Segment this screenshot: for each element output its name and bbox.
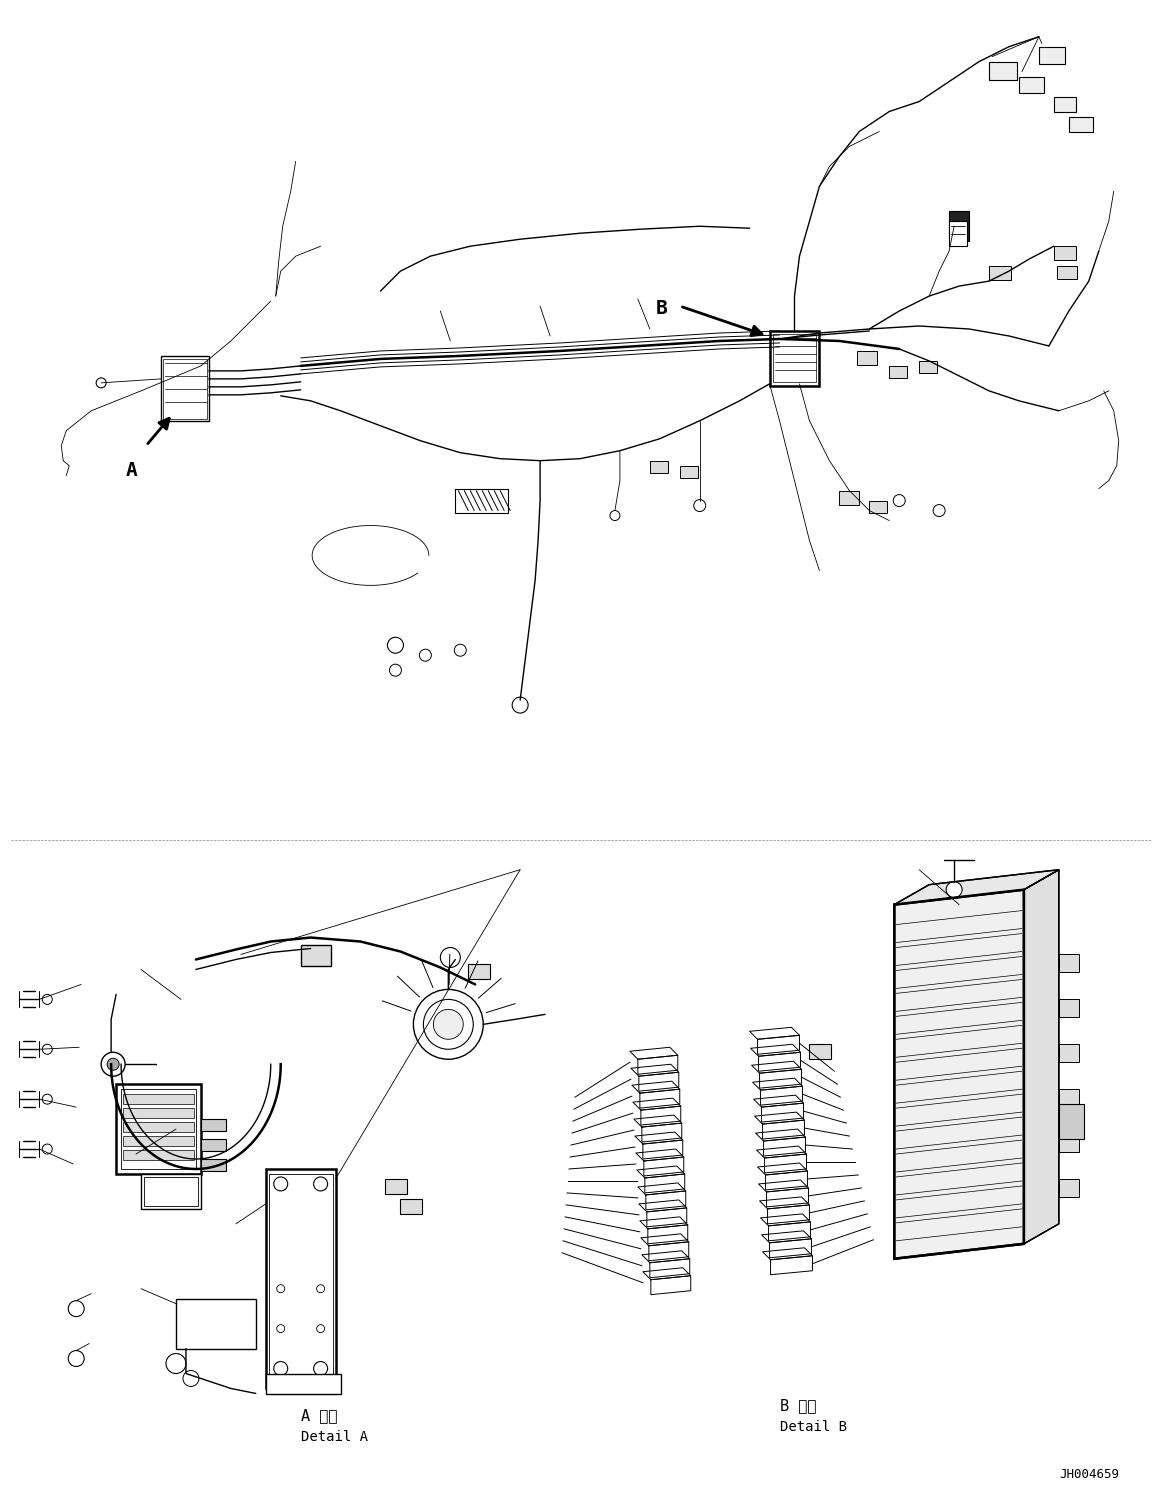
Bar	[890, 366, 907, 378]
Circle shape	[97, 378, 106, 388]
Circle shape	[609, 510, 620, 521]
Bar	[1057, 266, 1077, 280]
Circle shape	[316, 1284, 324, 1293]
Text: A: A	[126, 461, 137, 479]
Text: B 詳細: B 詳細	[779, 1399, 816, 1414]
Circle shape	[69, 1351, 84, 1366]
Polygon shape	[1023, 869, 1058, 1244]
Bar	[266, 1375, 341, 1394]
Circle shape	[107, 1058, 119, 1070]
Bar	[385, 1178, 407, 1193]
Text: Detail A: Detail A	[301, 1430, 368, 1445]
Circle shape	[947, 882, 962, 897]
Circle shape	[273, 1177, 287, 1190]
Bar	[1039, 46, 1065, 64]
Bar	[949, 211, 969, 241]
Bar	[1058, 1134, 1079, 1152]
Bar	[123, 1150, 194, 1161]
Bar	[1058, 954, 1079, 973]
Polygon shape	[894, 869, 1058, 905]
Circle shape	[512, 696, 528, 713]
Circle shape	[314, 1362, 328, 1375]
Bar	[679, 466, 698, 478]
Bar	[160, 356, 209, 421]
Circle shape	[314, 1177, 328, 1190]
Bar	[772, 333, 816, 382]
Circle shape	[183, 1370, 199, 1387]
Bar	[1054, 246, 1076, 260]
Circle shape	[933, 504, 946, 516]
Text: A 詳細: A 詳細	[301, 1409, 337, 1424]
Bar	[1019, 76, 1044, 92]
Bar	[1058, 1000, 1079, 1018]
Bar	[176, 1299, 256, 1348]
Circle shape	[277, 1324, 285, 1333]
Bar	[400, 1199, 422, 1214]
Bar	[123, 1109, 194, 1117]
Text: B: B	[656, 299, 668, 318]
Bar	[989, 61, 1016, 79]
Bar	[144, 1177, 198, 1205]
Bar	[1058, 1178, 1079, 1196]
Circle shape	[42, 1094, 52, 1104]
Bar	[809, 1045, 832, 1059]
Bar	[201, 1119, 226, 1131]
Bar	[857, 351, 877, 365]
Bar	[269, 1174, 333, 1384]
Bar	[123, 1094, 194, 1104]
Bar	[123, 1135, 194, 1146]
Circle shape	[893, 494, 905, 506]
Circle shape	[42, 994, 52, 1004]
Bar	[869, 500, 887, 512]
Bar	[949, 222, 968, 246]
Circle shape	[390, 664, 401, 676]
Bar	[919, 362, 937, 373]
Bar	[201, 1159, 226, 1171]
Circle shape	[101, 1052, 126, 1076]
Bar	[989, 266, 1011, 280]
Circle shape	[387, 637, 404, 653]
Circle shape	[42, 1144, 52, 1155]
Circle shape	[316, 1324, 324, 1333]
Bar	[116, 1085, 201, 1174]
Bar	[163, 359, 207, 418]
Bar	[770, 330, 820, 385]
Polygon shape	[894, 890, 1023, 1259]
Bar	[1058, 1104, 1084, 1138]
Bar	[141, 1174, 201, 1208]
Bar	[1069, 116, 1093, 132]
Circle shape	[42, 1045, 52, 1055]
Bar	[201, 1138, 226, 1152]
Bar	[1058, 1045, 1079, 1062]
Circle shape	[694, 500, 706, 512]
Bar	[469, 964, 491, 979]
Bar	[1058, 1089, 1079, 1107]
Bar	[650, 461, 668, 473]
Circle shape	[166, 1354, 186, 1373]
Bar	[1054, 97, 1076, 112]
Text: Detail B: Detail B	[779, 1421, 847, 1434]
Circle shape	[420, 649, 431, 661]
Circle shape	[69, 1301, 84, 1317]
Bar	[301, 945, 330, 967]
Bar	[840, 491, 859, 504]
Circle shape	[413, 990, 484, 1059]
Bar	[121, 1089, 195, 1170]
Circle shape	[273, 1362, 287, 1375]
Bar	[123, 1122, 194, 1132]
Circle shape	[434, 1009, 463, 1039]
Bar	[266, 1170, 336, 1388]
Circle shape	[441, 948, 461, 967]
Text: JH004659: JH004659	[1058, 1469, 1119, 1481]
Circle shape	[277, 1284, 285, 1293]
Circle shape	[455, 644, 466, 656]
Bar	[271, 1387, 336, 1394]
Circle shape	[423, 1000, 473, 1049]
